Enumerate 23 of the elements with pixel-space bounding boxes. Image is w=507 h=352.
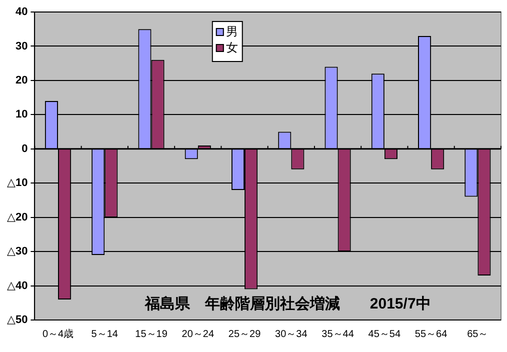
y-tick-label: △20 [6,211,28,224]
x-tick-label: 30～34 [275,328,308,340]
y-tick-label: 0 [22,142,28,155]
y-tick-label: 40 [15,6,28,18]
x-tick-label: 45～54 [368,328,401,340]
legend-label: 男 [226,24,238,38]
y-tick-label: △40 [6,280,28,292]
x-tick-label: 15～19 [135,328,168,340]
x-tick-label: 35～44 [322,328,354,340]
x-tick-label: 5～14 [91,328,118,340]
legend-label: 女 [226,40,238,54]
y-tick-label: 10 [15,108,28,121]
x-tick-label: 25～29 [228,328,262,340]
x-tick-label: 55～64 [414,328,448,340]
x-tick-label: 0～4歳 [42,328,74,340]
y-tick-label: △10 [6,177,28,190]
y-tick-label: 20 [15,74,28,86]
x-tick-label: 20～24 [182,328,214,340]
y-tick-label: △50 [6,314,28,326]
x-tick-label: 65～ [467,328,488,340]
y-tick-label: △30 [6,246,28,258]
y-tick-label: 30 [15,40,28,52]
text: 福島県 年齢階層別社会増減 2015/7中 [144,294,431,313]
